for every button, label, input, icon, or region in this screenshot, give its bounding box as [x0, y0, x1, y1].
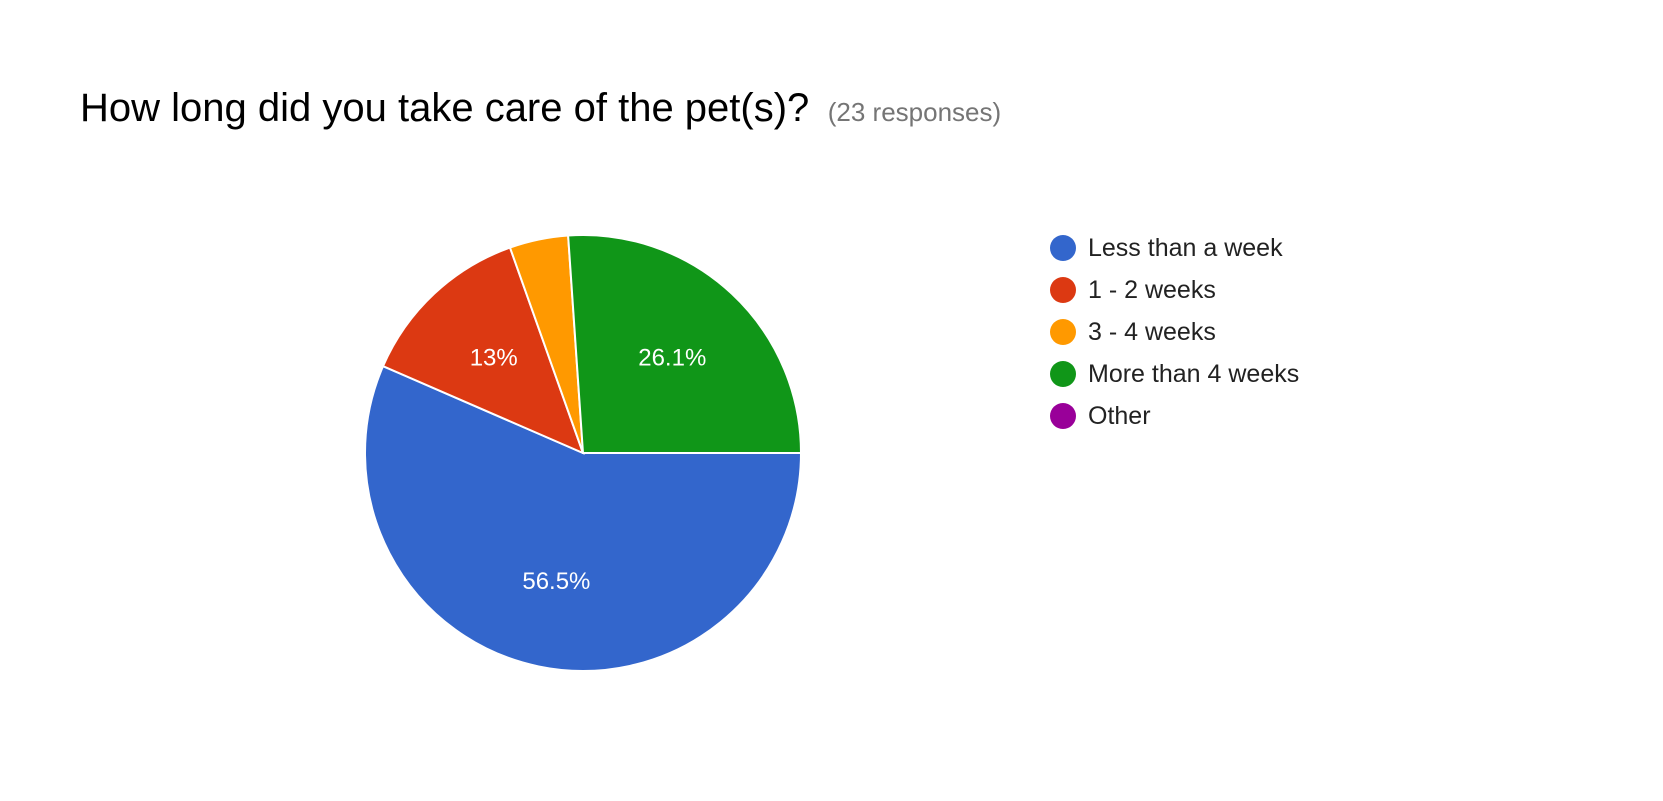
legend-swatch: [1050, 277, 1076, 303]
pie-slice-3[interactable]: [567, 234, 803, 454]
legend-label: 1 - 2 weeks: [1088, 275, 1216, 304]
legend-swatch: [1050, 319, 1076, 345]
response-count: (23 responses): [827, 97, 1002, 127]
legend-item[interactable]: 1 - 2 weeks: [1050, 269, 1299, 311]
legend-swatch: [1050, 235, 1076, 261]
legend-label: More than 4 weeks: [1088, 359, 1300, 388]
pie-slice-1[interactable]: [381, 246, 585, 455]
legend-label: 3 - 4 weeks: [1088, 317, 1216, 346]
legend-item[interactable]: Other: [1050, 395, 1299, 437]
legend-swatch: [1050, 361, 1076, 387]
chart-header: How long did you take care of the pet(s)…: [80, 86, 1001, 131]
chart-legend: Less than a week 1 - 2 weeks 3 - 4 weeks Mo…: [1050, 227, 1299, 437]
pie-slice-label-0: 56.5%: [522, 568, 590, 595]
legend-label: Less than a week: [1088, 233, 1283, 262]
chart-title: How long did you take care of the pet(s)…: [80, 86, 810, 130]
pie-slice-label-3: 26.1%: [638, 344, 706, 371]
legend-item[interactable]: 3 - 4 weeks: [1050, 311, 1299, 353]
legend-label: Other: [1088, 401, 1151, 430]
legend-swatch: [1050, 403, 1076, 429]
pie-slice-0[interactable]: [364, 364, 803, 672]
pie-slice-label-1: 13%: [470, 344, 518, 371]
legend-item[interactable]: More than 4 weeks: [1050, 353, 1299, 395]
legend-item[interactable]: Less than a week: [1050, 227, 1299, 269]
